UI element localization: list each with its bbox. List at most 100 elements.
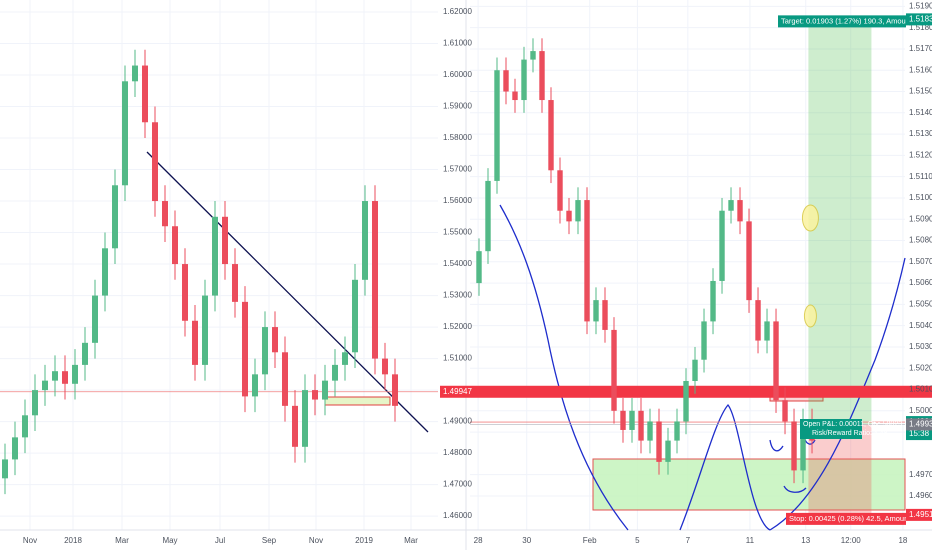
x-tick-label: 11 (746, 536, 755, 545)
candle-body (638, 410, 644, 441)
candle-body (362, 201, 368, 280)
entry-price-label: 1.49936 (909, 420, 932, 429)
overlays (324, 19, 906, 515)
candle-body (112, 185, 118, 249)
candle-body (272, 327, 278, 353)
candle-body (521, 59, 527, 101)
candle-body (232, 264, 238, 302)
candle-body (719, 210, 725, 281)
candle-body (302, 390, 308, 447)
y-tick-label: 1.51600 (909, 65, 932, 74)
x-tick-label: 5 (635, 536, 640, 545)
y-tick-label: 1.50600 (909, 278, 932, 287)
candle-body (503, 70, 509, 92)
annotations (0, 151, 906, 531)
candle-body (485, 180, 491, 252)
y-tick-label: 1.51400 (909, 108, 932, 117)
pnl-text: Open P&L: 0.00011, Qty: 58823 (803, 421, 902, 428)
y-tick-label: 1.51800 (909, 23, 932, 32)
y-tick-label: 1.50100 (909, 385, 932, 394)
x-tick-label: 18 (898, 536, 907, 545)
x-tick-label: Nov (23, 536, 37, 545)
y-tick-label: 1.50300 (909, 342, 932, 351)
x-tick-label: 7 (686, 536, 691, 545)
candle-body (262, 327, 268, 375)
x-tick-label: 2018 (64, 536, 82, 545)
entry-price-label-bg (906, 418, 932, 431)
candle-body (584, 200, 590, 322)
x-tick-label: Nov (309, 536, 323, 545)
candle-body (782, 400, 788, 422)
candle-body (12, 437, 18, 460)
y-tick-label: 1.50200 (909, 363, 932, 372)
x-tick-label: 28 (474, 536, 483, 545)
candle-body (2, 459, 8, 479)
y-tick-label: 1.50800 (909, 236, 932, 245)
candle-body (372, 201, 378, 359)
candle-body (202, 295, 208, 365)
y-tick-label: 1.46000 (443, 511, 472, 520)
y-tick-label: 1.51700 (909, 44, 932, 53)
rr-text: Risk/Reward Ratio: 4.48 (812, 430, 888, 437)
y-tick-label: 1.52000 (443, 322, 472, 331)
candle-body (312, 390, 318, 400)
candle-body (152, 122, 158, 202)
x-tick-label: Feb (583, 536, 597, 545)
candle-body (800, 421, 806, 471)
x-tick-label: Mar (404, 536, 418, 545)
candle-body (629, 410, 635, 430)
y-tick-label: 1.47000 (443, 480, 472, 489)
y-tick-label: 1.61000 (443, 39, 472, 48)
left-zone (324, 396, 391, 406)
stop-text-bg (786, 512, 906, 525)
last-price-label: 1.49947 (443, 387, 472, 396)
candle-body (82, 342, 88, 365)
candle-body (132, 65, 138, 82)
candle-body (282, 352, 288, 406)
x-tick-label: 13 (801, 536, 810, 545)
target-price-label: 1.51839 (909, 14, 932, 23)
y-tick-label: 1.49600 (909, 491, 932, 500)
y-tick-label: 1.51100 (909, 172, 932, 181)
y-tick-label: 1.49000 (443, 417, 472, 426)
candle-body (692, 359, 698, 382)
x-tick-label: 12:00 (841, 536, 862, 545)
candle-body (674, 421, 680, 441)
candle-body (72, 364, 78, 384)
target-text-bg (778, 15, 906, 28)
candle-body (764, 321, 770, 341)
y-tick-label: 1.55000 (443, 228, 472, 237)
target-text: Target: 0.01903 (1.27%) 190.3, Amount: 2… (781, 16, 932, 25)
candle-body (620, 410, 626, 430)
trend-line (146, 151, 429, 433)
y-tick-label: 1.60000 (443, 70, 472, 79)
candle-body (42, 380, 48, 391)
y-tick-label: 1.59000 (443, 102, 472, 111)
candle-body (332, 364, 338, 381)
y-tick-label: 1.50700 (909, 257, 932, 266)
y-tick-label: 1.49700 (909, 470, 932, 479)
x-tick-label: May (162, 536, 177, 545)
candle-body (102, 248, 108, 296)
y-tick-label: 1.58000 (443, 133, 472, 142)
countdown: 15:38 (909, 429, 930, 438)
candle-body (791, 421, 797, 471)
candle-body (494, 70, 500, 181)
candle-body (162, 201, 168, 227)
candle-body (530, 51, 536, 60)
y-tick-label: 1.50400 (909, 321, 932, 330)
candle-body (122, 81, 128, 186)
candle-body (593, 300, 599, 322)
y-tick-label: 1.62000 (443, 7, 472, 16)
y-tick-label: 1.50500 (909, 299, 932, 308)
grid (0, 0, 905, 530)
y-tick-label: 1.51300 (909, 129, 932, 138)
pnl-bg (800, 419, 862, 439)
candle-body (566, 210, 572, 222)
stop-text: Stop: 0.00425 (0.28%) 42.5, Amount: 750 (789, 514, 927, 523)
candle-body (611, 329, 617, 411)
candle-body (512, 91, 518, 101)
support-zone (592, 458, 906, 511)
x-tick-label: Jul (215, 536, 225, 545)
